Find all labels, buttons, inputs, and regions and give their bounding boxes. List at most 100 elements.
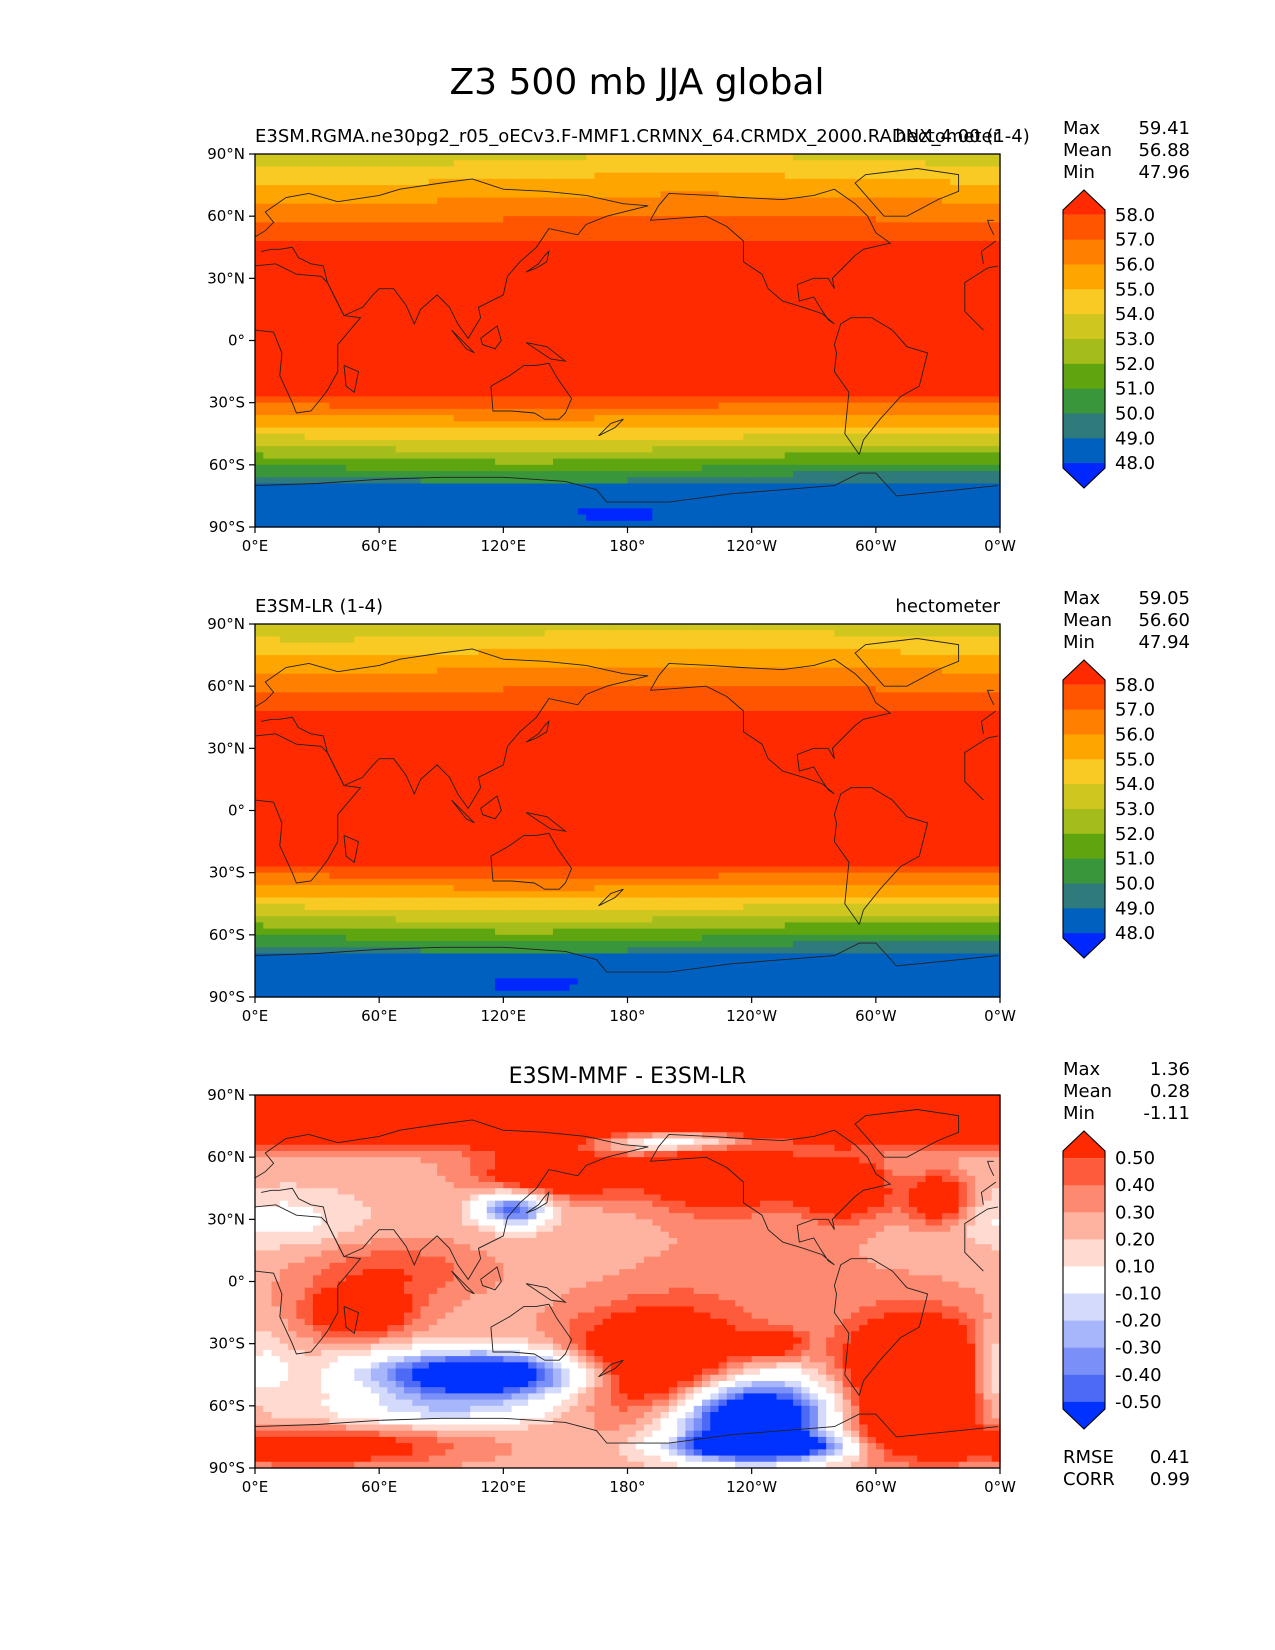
heatmap-cell	[453, 427, 463, 435]
heatmap-cell	[710, 203, 720, 211]
heatmap-cell	[817, 247, 827, 255]
heatmap-cell	[768, 352, 778, 360]
heatmap-cell	[354, 421, 364, 429]
heatmap-cell	[834, 365, 844, 373]
heatmap-cell	[644, 371, 653, 379]
heatmap-cell	[445, 303, 455, 311]
heatmap-cell	[387, 234, 397, 242]
heatmap-cell	[702, 234, 711, 242]
heatmap-cell	[404, 278, 413, 286]
heatmap-cell	[851, 328, 860, 335]
heatmap-cell	[966, 483, 976, 491]
heatmap-cell	[255, 203, 264, 211]
heatmap-cell	[395, 296, 405, 304]
heatmap-cell	[784, 172, 794, 180]
heatmap-cell	[925, 296, 935, 304]
heatmap-cell	[817, 197, 827, 205]
heatmap-cell	[437, 315, 446, 323]
heatmap-cell	[437, 328, 446, 335]
heatmap-cell	[445, 371, 455, 379]
heatmap-cell	[958, 439, 968, 447]
heatmap-cell	[759, 340, 769, 348]
heatmap-cell	[337, 464, 347, 472]
heatmap-cell	[759, 384, 769, 391]
heatmap-cell	[933, 253, 943, 261]
heatmap-cell	[420, 321, 430, 329]
heatmap-cell	[635, 209, 645, 217]
heatmap-cell	[900, 203, 910, 211]
heatmap-cell	[354, 452, 364, 460]
heatmap-cell	[602, 303, 612, 311]
heatmap-cell	[370, 415, 380, 422]
heatmap-cell	[900, 346, 910, 354]
heatmap-cell	[685, 241, 695, 248]
heatmap-cell	[710, 446, 720, 453]
heatmap-cell	[304, 489, 314, 497]
heatmap-cell	[635, 178, 645, 186]
heatmap-cell	[536, 452, 546, 460]
heatmap-cell	[884, 191, 893, 199]
heatmap-cell	[362, 234, 372, 242]
heatmap-cell	[685, 439, 695, 447]
heatmap-cell	[445, 340, 455, 348]
heatmap-cell	[867, 234, 877, 242]
heatmap-cell	[586, 272, 595, 279]
heatmap-cell	[602, 483, 612, 491]
heatmap-cell	[942, 166, 951, 174]
heatmap-cell	[437, 495, 446, 503]
heatmap-cell	[768, 408, 778, 416]
heatmap-cell	[544, 160, 554, 168]
heatmap-cell	[784, 359, 794, 366]
heatmap-cell	[362, 365, 372, 373]
heatmap-cell	[627, 166, 637, 174]
heatmap-cell	[942, 296, 951, 304]
heatmap-cell	[668, 334, 678, 342]
heatmap-cell	[793, 321, 802, 329]
heatmap-cell	[279, 178, 289, 186]
heatmap-cell	[908, 352, 918, 360]
heatmap-cell	[809, 352, 819, 360]
heatmap-cell	[486, 489, 496, 497]
heatmap-cell	[875, 247, 885, 255]
heatmap-cell	[892, 315, 902, 323]
heatmap-cell	[619, 278, 629, 286]
heatmap-cell	[917, 477, 927, 485]
heatmap-cell	[255, 452, 264, 460]
heatmap-cell	[950, 371, 960, 379]
heatmap-cell	[817, 396, 827, 404]
heatmap-cell	[793, 191, 802, 199]
heatmap-cell	[486, 203, 496, 211]
heatmap-cell	[387, 415, 397, 422]
heatmap-cell	[710, 340, 720, 348]
heatmap-cell	[288, 452, 297, 460]
heatmap-cell	[867, 154, 877, 161]
heatmap-cell	[486, 185, 496, 192]
heatmap-cell	[445, 166, 455, 174]
heatmap-cell	[635, 359, 645, 366]
heatmap-cell	[296, 166, 306, 174]
heatmap-cell	[743, 427, 753, 435]
heatmap-cell	[577, 259, 587, 267]
heatmap-cell	[693, 154, 703, 161]
heatmap-cell	[834, 241, 844, 248]
heatmap-cell	[486, 346, 496, 354]
heatmap-cell	[793, 384, 802, 391]
heatmap-cell	[304, 471, 314, 478]
heatmap-cell	[445, 191, 455, 199]
heatmap-cell	[793, 241, 802, 248]
heatmap-cell	[942, 340, 951, 348]
heatmap-cell	[693, 384, 703, 391]
heatmap-cell	[346, 216, 355, 223]
heatmap-cell	[478, 471, 488, 478]
heatmap-cell	[379, 178, 389, 186]
heatmap-cell	[404, 328, 413, 335]
heatmap-cell	[337, 471, 347, 478]
heatmap-cell	[677, 365, 687, 373]
heatmap-cell	[321, 209, 331, 217]
heatmap-cell	[925, 483, 935, 491]
heatmap-cell	[329, 421, 339, 429]
heatmap-cell	[503, 483, 513, 491]
heatmap-cell	[900, 365, 910, 373]
heatmap-cell	[387, 396, 397, 404]
heatmap-cell	[354, 185, 364, 192]
